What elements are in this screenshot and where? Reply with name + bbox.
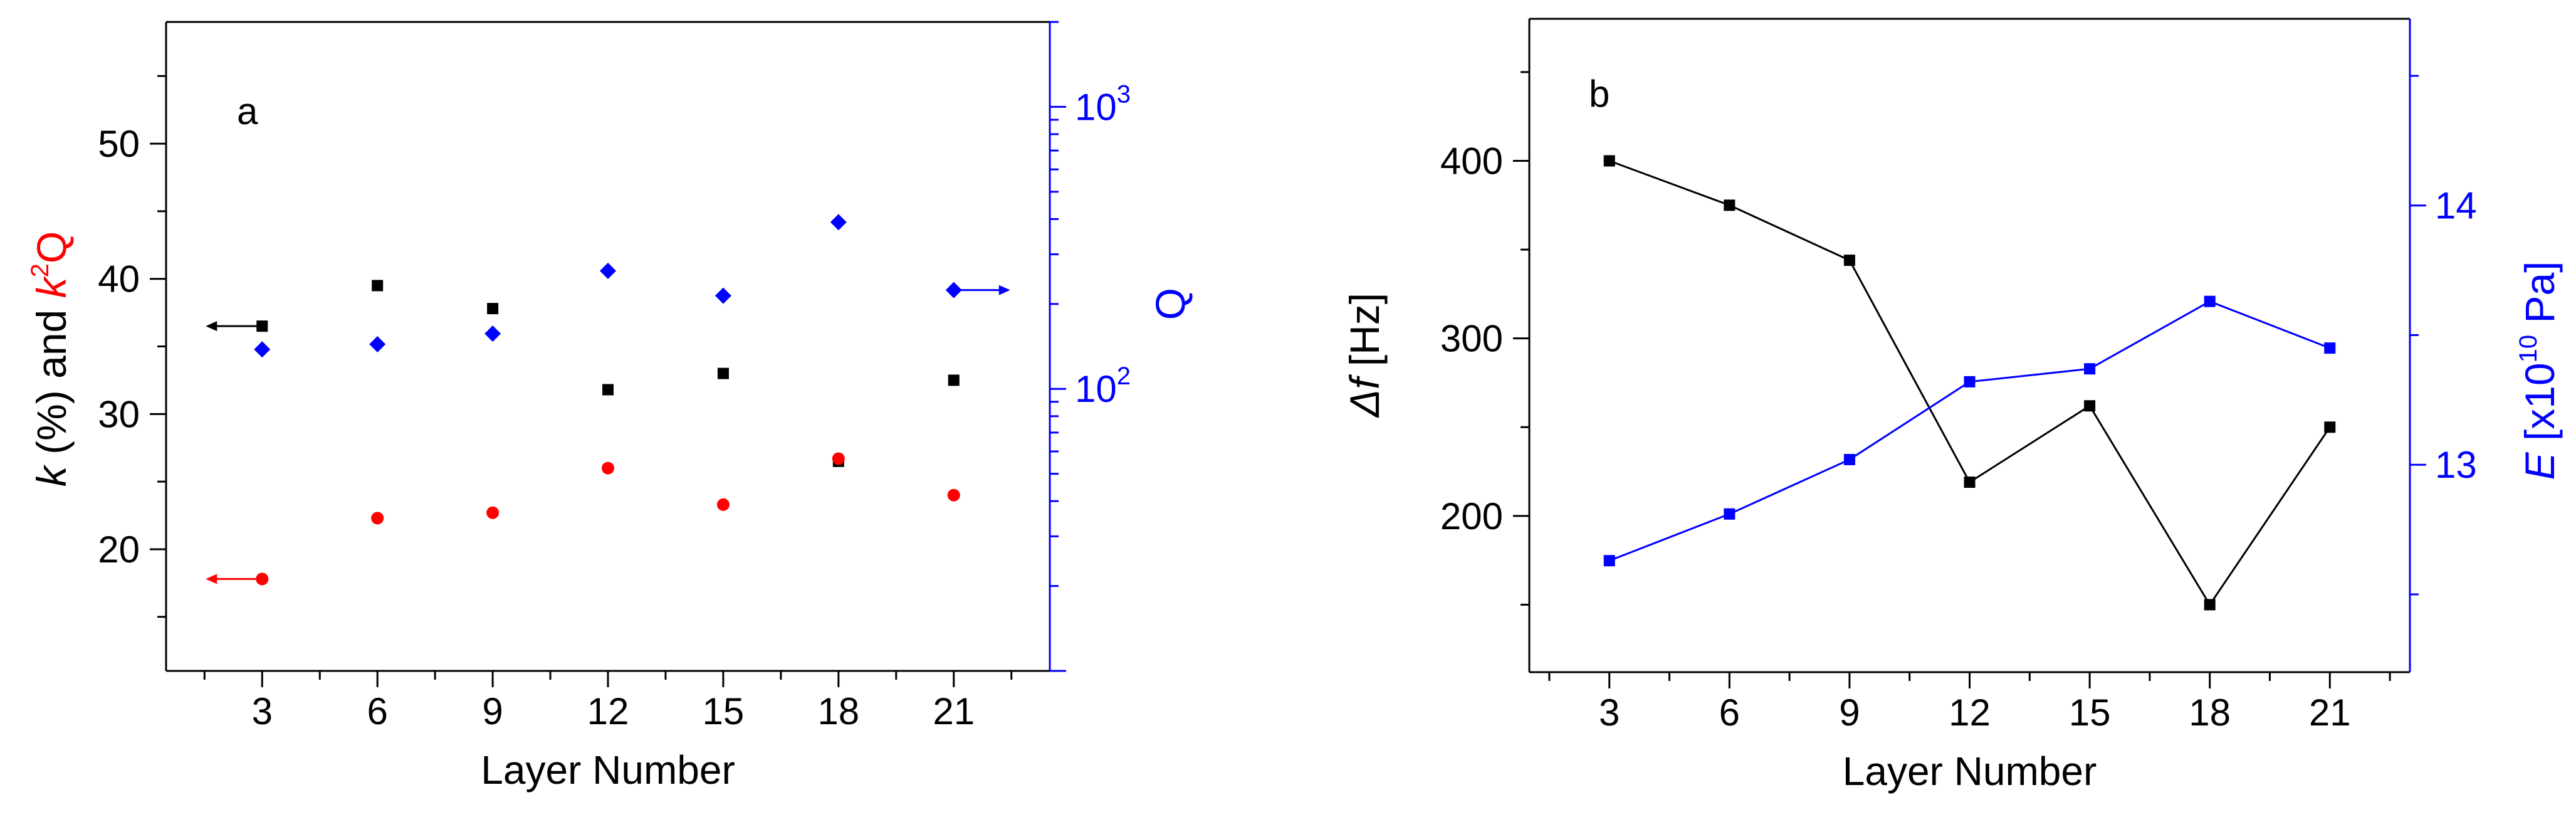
series-2-point <box>254 341 271 358</box>
y-left-axis-title: Δf [Hz] <box>1341 293 1388 418</box>
y-left-title-q: Q <box>28 231 75 263</box>
y-right-tick-label: 102 <box>1075 362 1131 410</box>
series-0-point <box>487 303 499 315</box>
panel-a: 3 6 9 12 15 18 21 Layer Number 20 30 40 50 k (%) and… <box>26 21 1193 793</box>
y-right-title-unit: [x10 <box>2516 362 2563 452</box>
x-tick-label: 12 <box>587 690 629 732</box>
y-left-tick-label: 400 <box>1440 140 1503 182</box>
series-0-point <box>2324 421 2336 433</box>
series-1-point <box>2204 295 2216 307</box>
y-left-title-k: k <box>28 464 75 487</box>
series-0-point <box>256 320 268 332</box>
series-0-point <box>1724 199 1736 211</box>
y-left-tick-label: 20 <box>98 529 140 571</box>
series-2-point <box>830 214 847 231</box>
x-tick-label: 3 <box>1599 692 1620 734</box>
series-0-point <box>1603 155 1615 167</box>
y-right-tick-base: 10 <box>1075 368 1117 410</box>
series-1-point <box>256 572 269 586</box>
series-1-point <box>716 498 730 511</box>
x-tick-label: 6 <box>367 690 387 732</box>
series-1-point <box>947 488 960 502</box>
series-1-point <box>1603 555 1615 567</box>
series-1-point <box>832 452 845 465</box>
y-right-tick-exponent: 3 <box>1117 80 1131 108</box>
series-2-point <box>484 325 501 342</box>
series-0-point <box>948 374 960 386</box>
y-left-title-k2: k <box>28 275 75 298</box>
y-left-title-text: (%) and <box>28 298 75 466</box>
x-tick-label: 12 <box>1949 692 1991 734</box>
y-right-tick-label: 103 <box>1075 80 1131 128</box>
y-right-axis-title: E [x1010 Pa] <box>2515 261 2563 480</box>
series-1-point <box>1964 376 1976 387</box>
series-2-point <box>715 287 731 304</box>
y-right-tick-exponent: 2 <box>1117 362 1131 390</box>
y-left-tick-label: 50 <box>98 123 140 165</box>
x-tick-label: 6 <box>1719 692 1740 734</box>
y-left-axis-title: k (%) and k2Q <box>26 231 75 487</box>
series-0-point <box>1843 255 1855 266</box>
series-0-point <box>1964 477 1976 488</box>
axis-arrow-head <box>998 285 1010 295</box>
x-tick-label: 9 <box>482 690 503 732</box>
y-left-title-symbol: Δf <box>1341 374 1388 418</box>
x-tick-label: 9 <box>1839 692 1860 734</box>
series-0-point <box>2084 400 2096 412</box>
x-tick-label: 21 <box>933 690 975 732</box>
x-tick-label: 3 <box>252 690 273 732</box>
x-tick-label: 21 <box>2309 692 2351 734</box>
y-right-tick-label: 13 <box>2435 444 2477 486</box>
y-right-title-unit-end: Pa] <box>2516 261 2563 334</box>
y-left-tick-label: 40 <box>98 258 140 300</box>
series-1-point <box>602 461 614 475</box>
y-left-tick-label: 30 <box>98 393 140 435</box>
panel-label-a: a <box>237 90 258 132</box>
x-tick-label: 15 <box>2069 692 2111 734</box>
series-0-point <box>2204 599 2216 611</box>
y-left-title-unit: [Hz] <box>1341 293 1388 378</box>
series-2-point <box>369 335 386 352</box>
axis-arrow-head <box>206 321 217 332</box>
y-right-tick-base: 10 <box>1075 86 1117 128</box>
x-axis-title: Layer Number <box>1843 749 2097 794</box>
axis-arrow-head <box>206 574 217 584</box>
series-1-point <box>486 506 500 519</box>
series-1-point <box>1843 453 1855 465</box>
y-left-tick-label: 300 <box>1440 318 1503 360</box>
y-right-axis-title: Q <box>1147 288 1193 320</box>
y-right-title-symbol: E <box>2516 452 2563 480</box>
series-1-point <box>1724 508 1736 520</box>
panel-label-b: b <box>1589 73 1610 115</box>
series-2-point <box>600 263 616 280</box>
panel-b: 3 6 9 12 15 18 21 Layer Number 200 300 400 Δf [Hz] 1… <box>1341 18 2563 794</box>
series-0-point <box>372 280 384 292</box>
x-tick-label: 15 <box>703 690 745 732</box>
series-1-point <box>2084 363 2096 375</box>
series-2-point <box>945 282 962 298</box>
series-1-point <box>371 512 384 525</box>
y-right-title-sup: 10 <box>2515 335 2542 363</box>
y-left-title-sup: 2 <box>26 263 54 277</box>
x-tick-label: 18 <box>817 690 859 732</box>
series-0-point <box>602 384 614 396</box>
y-left-tick-label: 200 <box>1440 495 1503 537</box>
y-right-tick-label: 14 <box>2435 185 2477 227</box>
series-1-point <box>2324 342 2336 354</box>
series-0-point <box>717 367 729 379</box>
x-axis-title: Layer Number <box>481 747 735 793</box>
x-tick-label: 18 <box>2189 692 2231 734</box>
